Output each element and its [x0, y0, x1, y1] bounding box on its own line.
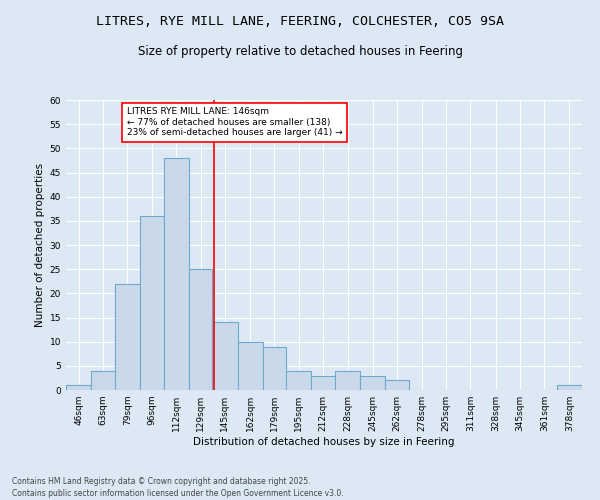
Bar	[335, 370, 360, 390]
Bar	[115, 284, 140, 390]
Text: LITRES, RYE MILL LANE, FEERING, COLCHESTER, CO5 9SA: LITRES, RYE MILL LANE, FEERING, COLCHEST…	[96, 15, 504, 28]
Bar	[311, 376, 335, 390]
Bar	[385, 380, 409, 390]
Y-axis label: Number of detached properties: Number of detached properties	[35, 163, 46, 327]
Text: Size of property relative to detached houses in Feering: Size of property relative to detached ho…	[137, 45, 463, 58]
Bar	[212, 322, 238, 390]
Bar	[263, 346, 286, 390]
Bar	[360, 376, 385, 390]
Bar	[189, 269, 212, 390]
Bar	[286, 370, 311, 390]
Bar	[164, 158, 189, 390]
Bar	[140, 216, 164, 390]
Bar	[557, 385, 582, 390]
Bar	[91, 370, 115, 390]
Text: Contains HM Land Registry data © Crown copyright and database right 2025.
Contai: Contains HM Land Registry data © Crown c…	[12, 476, 344, 498]
Bar	[66, 385, 91, 390]
X-axis label: Distribution of detached houses by size in Feering: Distribution of detached houses by size …	[193, 437, 455, 447]
Text: LITRES RYE MILL LANE: 146sqm
← 77% of detached houses are smaller (138)
23% of s: LITRES RYE MILL LANE: 146sqm ← 77% of de…	[127, 108, 342, 137]
Bar	[238, 342, 263, 390]
